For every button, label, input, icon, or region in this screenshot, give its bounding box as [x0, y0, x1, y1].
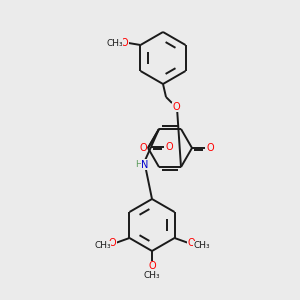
Text: O: O: [121, 38, 128, 48]
Text: H: H: [135, 160, 141, 169]
Text: O: O: [165, 142, 173, 152]
Text: O: O: [148, 261, 156, 271]
Text: O: O: [109, 238, 116, 248]
Text: O: O: [139, 143, 147, 153]
Text: CH₃: CH₃: [106, 38, 123, 47]
Text: O: O: [172, 102, 180, 112]
Text: O: O: [188, 238, 195, 248]
Text: O: O: [206, 143, 214, 153]
Text: CH₃: CH₃: [193, 242, 210, 250]
Text: N: N: [141, 160, 149, 170]
Text: CH₃: CH₃: [94, 242, 111, 250]
Text: O: O: [172, 102, 180, 112]
Text: CH₃: CH₃: [144, 272, 160, 280]
